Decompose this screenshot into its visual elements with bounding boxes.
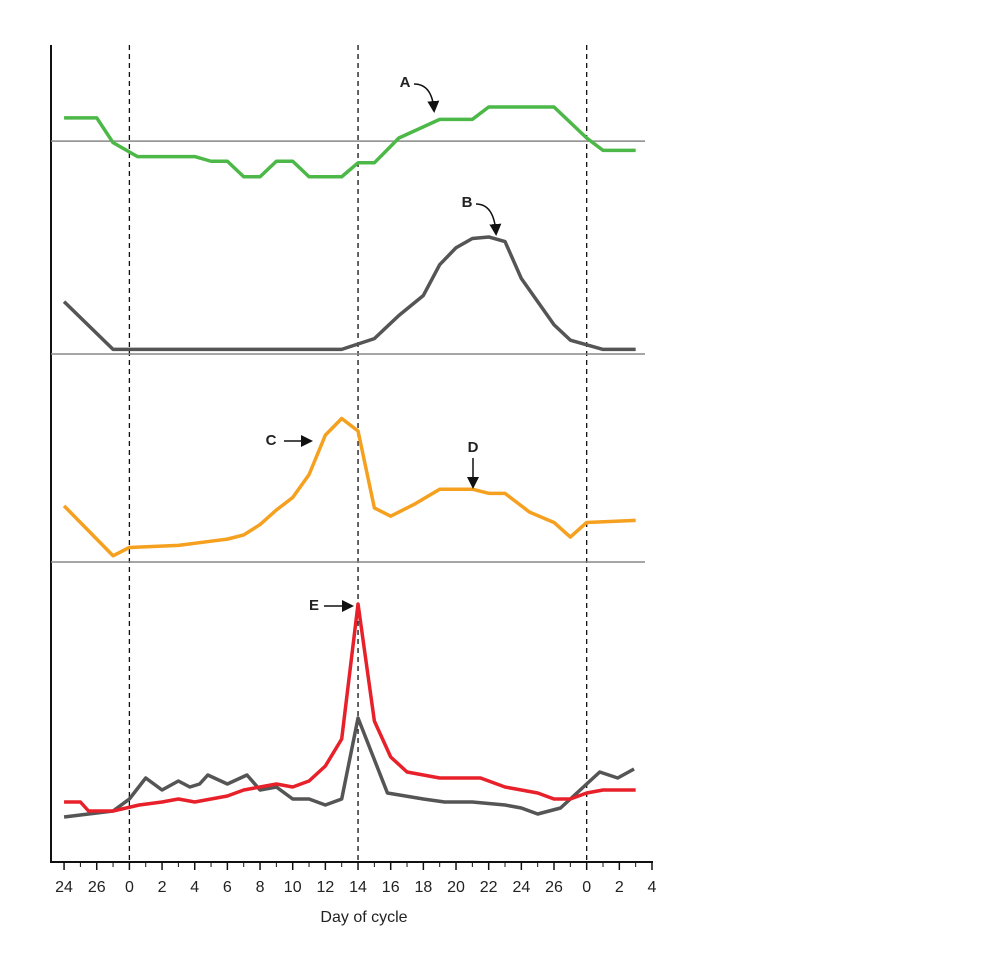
line-series xyxy=(62,235,636,352)
line-series xyxy=(64,105,636,179)
annotation-arrow xyxy=(475,203,502,236)
x-tick-label: 26 xyxy=(88,879,106,896)
x-axis-label: Day of cycle xyxy=(320,909,407,926)
line-series xyxy=(64,602,636,813)
x-tick-label: 6 xyxy=(223,879,232,896)
x-tick-label: 8 xyxy=(256,879,265,896)
x-tick-label: 0 xyxy=(125,879,134,896)
line-series xyxy=(62,416,636,558)
x-tick-label: 2 xyxy=(615,879,624,896)
x-tick-label: 24 xyxy=(512,879,530,896)
x-tick-label: 2 xyxy=(158,879,167,896)
annotation: B xyxy=(462,194,473,211)
x-tick-label: 14 xyxy=(349,879,367,896)
x-tick-label: 12 xyxy=(316,879,334,896)
x-tick-label: 18 xyxy=(414,879,432,896)
annotation: C xyxy=(266,432,277,449)
x-tick-label: 10 xyxy=(284,879,302,896)
annotation: E xyxy=(309,597,319,614)
x-tick-label: 20 xyxy=(447,879,465,896)
x-tick-label: 0 xyxy=(582,879,591,896)
x-tick-label: 26 xyxy=(545,879,563,896)
annotation: A xyxy=(400,74,411,91)
line-series xyxy=(63,716,635,819)
x-tick-label: 4 xyxy=(190,879,199,896)
annotation: D xyxy=(468,439,479,456)
annotation-arrow xyxy=(413,83,440,113)
x-tick-label: 24 xyxy=(55,879,73,896)
x-tick-label: 22 xyxy=(480,879,498,896)
x-tick-label: 16 xyxy=(382,879,400,896)
x-tick-label: 4 xyxy=(648,879,657,896)
